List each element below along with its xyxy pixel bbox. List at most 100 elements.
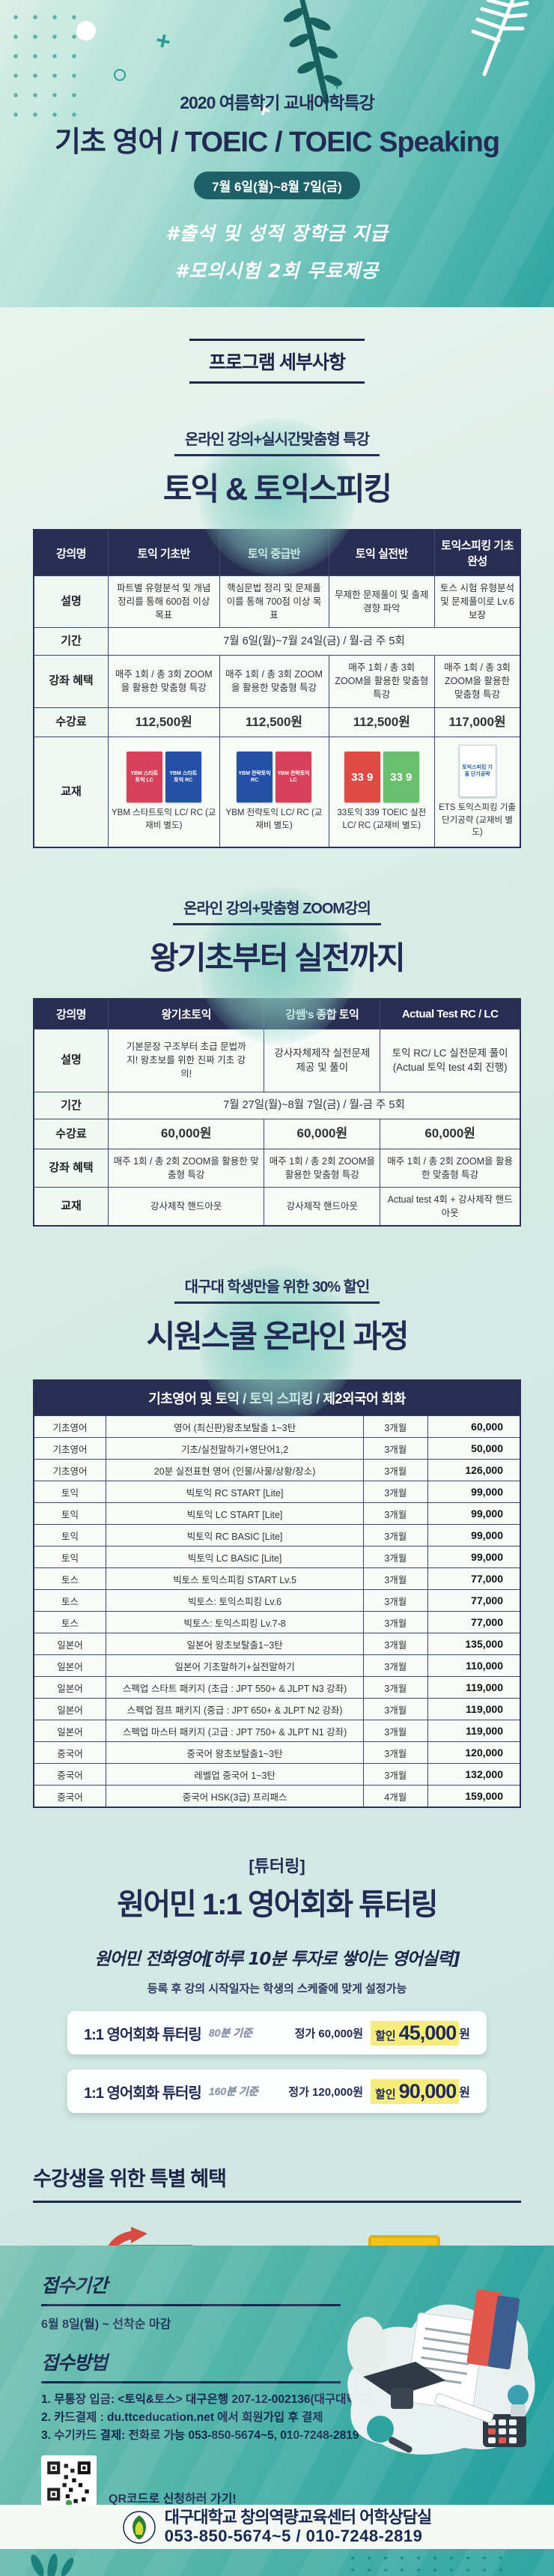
course-name: 빅토익 RC START [Lite] <box>105 1481 365 1504</box>
course-category: 기초영어 <box>33 1459 106 1482</box>
course-benefit: 매주 1회 / 총 3회 ZOOM을 활용한 맞춤형 특강 <box>328 655 436 708</box>
course-row: 일본어 스펙업 점프 패키지 (중급 : JPT 650+ & JLPT N2 강… <box>33 1698 521 1721</box>
course-name: 영어 (최신판)왕초보탈출 1~3탄 <box>105 1415 365 1439</box>
course-price: 132,000 <box>427 1763 521 1786</box>
book-cover: YBM 스타트 토익 LC <box>126 752 162 803</box>
dots-pattern-decoration <box>344 2552 509 2575</box>
course-name: 일본어 왕초보탈출1~3탄 <box>105 1633 365 1656</box>
table-row: 강좌 혜택 매주 1회 / 총 3회 ZOOM을 활용한 맞춤형 특강 매주 1… <box>33 655 521 708</box>
course-description: 핵심문법 정리 및 문제풀이를 통해 700점 이상 목표 <box>219 575 329 629</box>
section1-tagline: 온라인 강의+실시간맞춤형 특강 <box>174 427 380 456</box>
certificate-icon <box>368 2221 440 2246</box>
course-price: 159,000 <box>427 1785 521 1808</box>
course-price: 50,000 <box>427 1437 521 1460</box>
hashtag-scholarship: #출석 및 성적 장학금 지급 <box>165 223 389 244</box>
plus-decoration: + <box>333 78 341 93</box>
course-description: 토스 시험 유형분석 및 문제풀이로 Lv.6보장 <box>434 575 521 629</box>
course-name: 일본어 기초말하기+실전말하기 <box>105 1654 365 1678</box>
plant-leaf-icon <box>31 2554 74 2576</box>
table-row: 교재 YBM 스타트 토익 LC YBM 스타트 토익 RC YBM 스타트토익… <box>33 737 521 848</box>
method-item: 2. 카드결제 : du.ttceducation.net 에서 회원가입 후 … <box>41 2411 323 2425</box>
qr-code <box>41 2455 97 2505</box>
tutoring-card-name: 1:1 영어회화 튜터링 <box>84 2026 202 2043</box>
ring-decoration <box>114 69 126 81</box>
book-cover: 토익스피킹 기출 단기공략 <box>458 745 496 798</box>
course-price: 99,000 <box>427 1546 521 1569</box>
course-price: 135,000 <box>427 1633 521 1656</box>
course-term: 3개월 <box>363 1698 428 1721</box>
table-row: 설명 파트별 유형분석 및 개념정리를 통해 600점 이상 목표 핵심문법 정… <box>33 575 521 629</box>
course-row: 중국어 레벨업 중국어 1~3탄 3개월 132,000 <box>33 1763 521 1786</box>
discount-price: 45,000 <box>398 2021 457 2044</box>
circle-decoration <box>76 21 96 40</box>
book-cover: 33 9 <box>383 752 419 803</box>
course-row: 기초영어 20분 실전표현 영어 (인물/사물/상황/장소) 3개월 126,000 <box>33 1459 521 1482</box>
tutoring-handwritten-slogan: 원어민 전화영어[하루 10분 투자로 쌓이는 영어실력] <box>94 1950 460 1970</box>
course-name: 빅토스: 토익스피킹 Lv.7-8 <box>105 1611 365 1634</box>
discount-label: 할인 <box>375 2087 396 2101</box>
textbook-text: 강사제작 핸드아웃 <box>264 1187 381 1227</box>
hashtag-mock-exam: #모의시험 2회 무료제공 <box>174 260 380 282</box>
discount-price: 90,000 <box>398 2079 457 2102</box>
row-label: 교재 <box>33 1187 109 1227</box>
course-category: 일본어 <box>33 1654 106 1678</box>
course-term: 3개월 <box>363 1720 428 1743</box>
circle-glow-decoration <box>198 1266 356 1424</box>
section3-tagline: 대구대 학생만을 위한 30% 할인 <box>174 1275 380 1304</box>
table-row: 기간 7월 6일(월)~7월 24일(금) / 월-금 주 5회 <box>33 627 521 656</box>
course-description: 토익 RC/ LC 실전문제 풀이 (Actual 토익 test 4회 진행) <box>380 1029 521 1092</box>
section2-tagline: 온라인 강의+맞춤형 ZOOM강의 <box>173 896 381 926</box>
organization-band: 대구대학교 창의역량교육센터 어학상담실 053-850-5674~5 / 01… <box>0 2505 554 2549</box>
course-row: 중국어 중국어 HSK(3급) 프리패스 4개월 159,000 <box>33 1785 521 1808</box>
row-label: 수강료 <box>33 1119 109 1149</box>
course-fee: 60,000원 <box>264 1119 381 1149</box>
section2-title: 왕기초부터 실전까지 <box>150 940 405 976</box>
refund-icon: $$ <box>94 2221 206 2246</box>
benefit-item: $$ 수강료 50%환급 출석률 90%이상/성적상위 5% 이내 <box>33 2221 267 2246</box>
course-name: 스펙업 마스터 패키지 (고급 : JPT 750+ & JLPT N1 강좌) <box>105 1720 365 1743</box>
course-term: 3개월 <box>363 1633 428 1656</box>
money-bill-icon: $$ <box>121 2245 192 2246</box>
course-term: 3개월 <box>363 1502 428 1526</box>
tutoring-note: 등록 후 강의 시작일자는 학생의 스케줄에 맞게 설정가능 <box>147 1983 407 1996</box>
bottom-decoration-strip <box>0 2549 554 2576</box>
book-cover: 33 9 <box>344 752 380 803</box>
row-label: 강좌 혜택 <box>33 655 109 708</box>
textbook-caption: ETS 토익스피킹 기출단기공략 (교재비 별도) <box>439 803 516 838</box>
course-category: 일본어 <box>33 1698 106 1721</box>
benefits-title: 수강생을 위한 특별 혜택 <box>33 2162 521 2204</box>
course-term: 3개월 <box>363 1763 428 1786</box>
course-row: 기초영어 기초/실전말하기+영단어1,2 3개월 50,000 <box>33 1437 521 1460</box>
course-category: 토익 <box>33 1481 106 1504</box>
course-price: 99,000 <box>427 1481 521 1504</box>
course-fee: 112,500원 <box>108 707 220 738</box>
tutoring-card-regular-price: 정가 60,000원 <box>294 2027 364 2040</box>
course-price: 120,000 <box>427 1741 521 1765</box>
course-price: 99,000 <box>427 1524 521 1547</box>
textbook-caption: YBM 전략토익 LC/ RC (교재비 별도) <box>225 808 323 831</box>
discount-label: 할인 <box>375 2029 396 2043</box>
course-term: 3개월 <box>363 1437 428 1460</box>
organization-phone: 053-850-5674~5 / 010-7248-2819 <box>164 2526 423 2545</box>
tutoring-price-card: 1:1 영어회화 튜터링 160분 기준 정가 120,000원 할인 90,0… <box>67 2069 487 2114</box>
book-cover: YBM 전략토익 LC <box>276 752 311 803</box>
course-name: 빅토스 토익스피킹 START Lv.5 <box>105 1567 365 1591</box>
course-fee: 60,000원 <box>380 1119 521 1149</box>
course-category: 중국어 <box>33 1785 106 1808</box>
discount-highlight: 할인 45,000 <box>371 2020 460 2046</box>
discount-unit: 원 <box>459 2087 470 2100</box>
course-price: 77,000 <box>427 1567 521 1591</box>
course-term: 3개월 <box>363 1567 428 1591</box>
section1-title: 토익 & 토익스피킹 <box>162 471 392 507</box>
circle-glow-decoration <box>198 887 356 1045</box>
column-header: 강의명 <box>33 998 109 1030</box>
course-benefit: 매주 1회 / 총 2회 ZOOM을 활용한 맞춤형 특강 <box>107 1148 265 1188</box>
tutoring-card-duration: 160분 기준 <box>208 2085 258 2098</box>
table-row: 수강료 112,500원 112,500원 112,500원 117,000원 <box>33 707 521 738</box>
course-row: 기초영어 영어 (최신판)왕초보탈출 1~3탄 3개월 60,000 <box>33 1415 521 1439</box>
course-category: 중국어 <box>33 1741 106 1765</box>
plus-decoration: + <box>153 25 174 57</box>
program-details-badge: 프로그램 세부사항 <box>189 339 365 384</box>
